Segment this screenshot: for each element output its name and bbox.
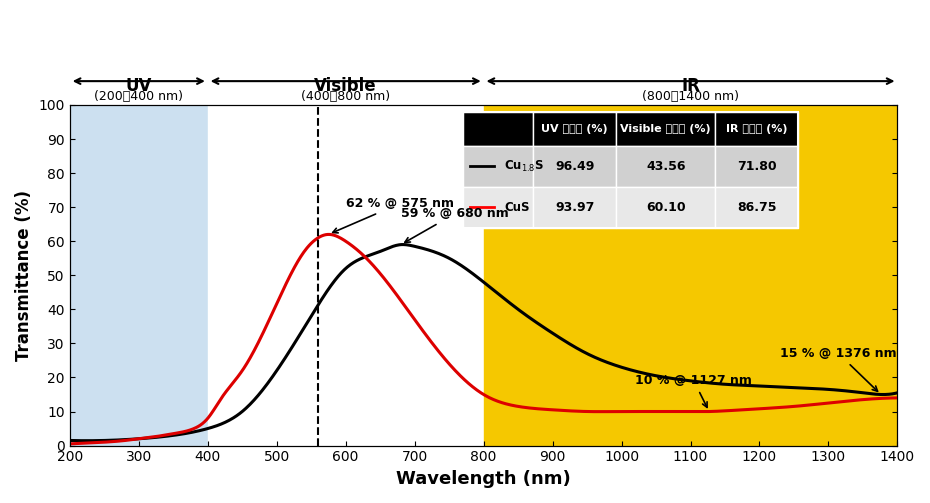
X-axis label: Wavelength (nm): Wavelength (nm) [396,470,571,488]
Text: IR: IR [681,77,700,95]
Text: UV: UV [126,77,152,95]
Text: IR 차단율 (%): IR 차단율 (%) [726,124,788,134]
FancyBboxPatch shape [463,187,533,227]
Text: 10 % @ 1127 nm: 10 % @ 1127 nm [635,374,752,407]
Bar [207,105,484,446]
FancyBboxPatch shape [715,187,798,227]
Text: (400～800 nm): (400～800 nm) [301,90,391,103]
Bar [70,105,207,446]
FancyBboxPatch shape [616,187,715,227]
Text: 43.56: 43.56 [646,160,685,173]
Bar [484,105,897,446]
FancyBboxPatch shape [463,112,533,146]
Text: 71.80: 71.80 [737,160,777,173]
Text: (800～1400 nm): (800～1400 nm) [642,90,739,103]
Text: Cu$_{1.8}$S: Cu$_{1.8}$S [504,159,544,174]
Text: 15 % @ 1376 nm: 15 % @ 1376 nm [780,347,897,391]
Text: Visible: Visible [314,77,377,95]
FancyBboxPatch shape [715,112,798,146]
FancyBboxPatch shape [533,187,616,227]
Text: CuS: CuS [504,201,530,214]
FancyBboxPatch shape [616,146,715,187]
Text: 96.49: 96.49 [555,160,594,173]
Text: 93.97: 93.97 [555,201,594,214]
Y-axis label: Transmittance (%): Transmittance (%) [15,190,33,361]
FancyBboxPatch shape [463,146,533,187]
Text: 60.10: 60.10 [645,201,685,214]
Text: Visible 투과율 (%): Visible 투과율 (%) [620,124,711,134]
FancyBboxPatch shape [616,112,715,146]
Text: UV 차단율 (%): UV 차단율 (%) [541,124,608,134]
Text: (200～400 nm): (200～400 nm) [94,90,183,103]
FancyBboxPatch shape [533,146,616,187]
Text: 59 % @ 680 nm: 59 % @ 680 nm [401,207,509,242]
Text: 62 % @ 575 nm: 62 % @ 575 nm [333,197,454,233]
FancyBboxPatch shape [533,112,616,146]
Text: 86.75: 86.75 [737,201,777,214]
FancyBboxPatch shape [715,146,798,187]
